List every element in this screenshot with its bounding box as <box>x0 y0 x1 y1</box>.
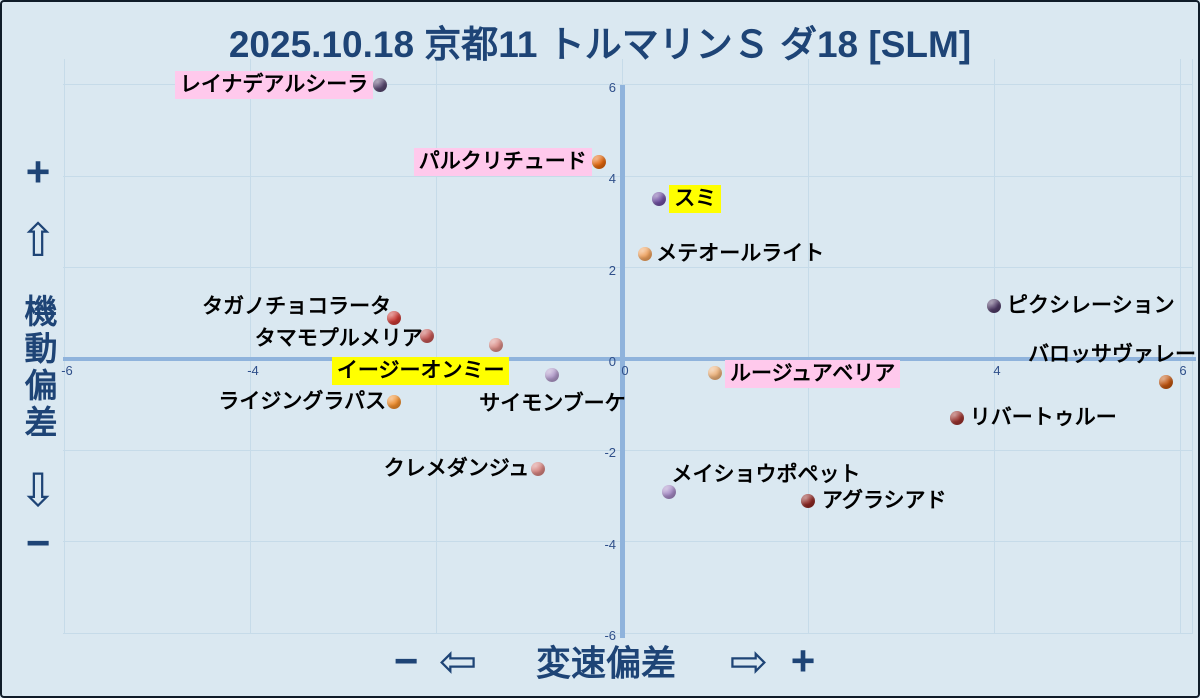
data-point <box>419 329 434 344</box>
x-minus-symbol: − <box>393 637 419 684</box>
grid-line-horizontal <box>63 84 1193 86</box>
left-arrow-icon: ⇦ <box>438 635 478 687</box>
data-point <box>661 484 676 499</box>
y-tick-label: 2 <box>608 262 616 278</box>
point-label: パルクリチュード <box>413 148 592 177</box>
grid-line-vertical <box>435 59 437 634</box>
y-axis-line <box>620 84 625 638</box>
y-tick-label: 0 <box>608 354 616 369</box>
x-tick-label: -4 <box>247 363 259 378</box>
x-tick-label: 6 <box>1179 363 1187 378</box>
point-label: メイショウポペット <box>671 462 861 486</box>
y-tick-label: -4 <box>604 536 616 552</box>
point-label: クレメダンジュ <box>383 456 530 480</box>
point-label: レイナデアルシーラ <box>174 70 374 99</box>
y-tick-label: -6 <box>604 628 616 644</box>
chart-title: 2025.10.18 京都11 トルマリンＳ ダ18 [SLM] <box>228 24 972 65</box>
point-label: タガノチョコラータ <box>202 294 392 318</box>
grid-line-vertical <box>63 59 65 634</box>
point-label: イージーオンミー <box>331 357 510 386</box>
x-axis-title: 変速偏差 <box>535 644 677 684</box>
y-tick-label: 6 <box>608 79 616 95</box>
data-point <box>708 365 722 380</box>
point-label: スミ <box>669 185 722 214</box>
x-tick-label: 4 <box>993 363 1001 378</box>
data-point <box>1159 374 1174 389</box>
point-label: ピクシレーション <box>1007 294 1175 318</box>
point-label: ライジングラパス <box>218 390 387 414</box>
grid-line-horizontal <box>63 632 1193 634</box>
data-point <box>373 77 388 92</box>
point-label: サイモンブーケ <box>479 391 626 415</box>
data-point <box>987 299 1001 314</box>
y-tick-label: 4 <box>608 171 616 187</box>
grid-line-vertical <box>993 59 995 634</box>
point-label: ルージュアベリア <box>725 359 901 388</box>
data-point <box>801 493 815 508</box>
point-label: バロッサヴァレー <box>1028 342 1197 366</box>
data-point <box>489 338 504 353</box>
data-point <box>387 310 402 325</box>
data-point <box>949 411 964 426</box>
plot-right-border <box>1192 59 1193 634</box>
grid-line-horizontal <box>63 449 1193 451</box>
grid-line-horizontal <box>63 541 1193 543</box>
y-minus-symbol: − <box>25 519 51 566</box>
point-label: リバートゥルー <box>969 406 1117 430</box>
x-axis-line <box>63 357 1196 361</box>
data-point <box>387 395 402 410</box>
data-point <box>638 246 653 261</box>
point-label: メテオールライト <box>656 241 825 265</box>
point-label: タマモプルメリア <box>254 327 423 351</box>
grid-line-vertical <box>807 59 809 634</box>
y-tick-label: -2 <box>604 445 616 461</box>
x-plus-symbol: + <box>790 637 816 684</box>
y-plus-symbol: + <box>25 148 51 195</box>
data-point <box>652 192 667 207</box>
grid-line-horizontal <box>63 267 1193 269</box>
right-arrow-icon: ⇨ <box>729 635 769 687</box>
grid-line-vertical <box>249 59 251 634</box>
x-tick-label: 0 <box>621 363 629 378</box>
grid-line-horizontal <box>63 175 1193 177</box>
up-arrow-icon: ⇧ <box>18 214 58 266</box>
point-label: アグラシアド <box>822 488 947 512</box>
grid-line-vertical <box>1179 59 1181 634</box>
x-tick-label: -6 <box>61 363 73 378</box>
data-point <box>591 155 606 170</box>
data-point <box>531 461 546 476</box>
data-point <box>545 367 560 382</box>
down-arrow-icon: ⇩ <box>18 464 58 516</box>
y-axis-title: 機動偏差 <box>20 294 57 442</box>
